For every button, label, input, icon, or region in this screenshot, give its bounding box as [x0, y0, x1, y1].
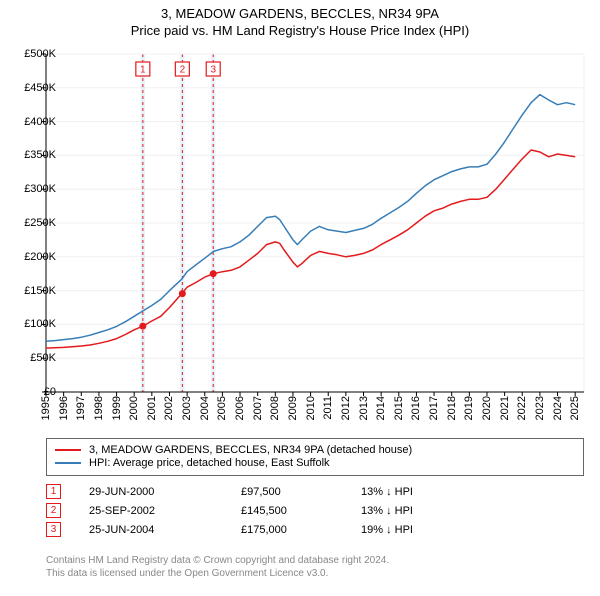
y-tick-label: £400K [10, 116, 56, 128]
x-tick-label: 2011 [322, 396, 334, 420]
title-subtitle: Price paid vs. HM Land Registry's House … [0, 23, 600, 38]
x-tick-label: 2019 [463, 396, 475, 420]
x-tick-label: 2004 [199, 396, 211, 420]
x-tick-label: 2022 [516, 396, 528, 420]
transaction-delta: 19% ↓ HPI [361, 524, 413, 536]
legend: 3, MEADOW GARDENS, BECCLES, NR34 9PA (de… [46, 438, 584, 476]
x-tick-label: 1997 [75, 396, 87, 420]
transaction-marker-box: 2 [46, 503, 61, 518]
x-tick-label: 2018 [446, 396, 458, 420]
transaction-price: £175,000 [241, 524, 361, 536]
x-tick-label: 2000 [128, 396, 140, 420]
legend-swatch [55, 462, 81, 464]
transaction-row: 2 25-SEP-2002£145,50013% ↓ HPI [46, 503, 584, 518]
y-tick-label: £150K [10, 285, 56, 297]
attribution: Contains HM Land Registry data © Crown c… [46, 554, 584, 580]
transaction-date: 25-JUN-2004 [89, 524, 241, 536]
svg-text:2: 2 [180, 65, 186, 76]
x-tick-label: 1999 [111, 396, 123, 420]
x-tick-label: 2003 [181, 396, 193, 420]
titles: 3, MEADOW GARDENS, BECCLES, NR34 9PA Pri… [0, 6, 600, 38]
y-tick-label: £50K [10, 352, 56, 364]
transaction-row: 1 29-JUN-2000£97,50013% ↓ HPI [46, 484, 584, 499]
line-chart-svg: 1 2 3 [46, 54, 584, 392]
plot-area: 1 2 3 [46, 54, 584, 392]
legend-item: 3, MEADOW GARDENS, BECCLES, NR34 9PA (de… [55, 444, 575, 456]
svg-text:1: 1 [140, 65, 146, 76]
x-tick-label: 2001 [146, 396, 158, 420]
x-tick-label: 2014 [375, 396, 387, 420]
x-tick-label: 2016 [410, 396, 422, 420]
transaction-delta: 13% ↓ HPI [361, 505, 413, 517]
y-tick-label: £100K [10, 318, 56, 330]
x-axis-ticks: 1995199619971998199920002001200220032004… [46, 396, 584, 432]
transaction-marker-box: 3 [46, 522, 61, 537]
attribution-line2: This data is licensed under the Open Gov… [46, 567, 584, 580]
x-tick-label: 2012 [340, 396, 352, 420]
x-tick-label: 2010 [305, 396, 317, 420]
x-tick-label: 2013 [358, 396, 370, 420]
y-tick-label: £500K [10, 48, 56, 60]
attribution-line1: Contains HM Land Registry data © Crown c… [46, 554, 584, 567]
x-tick-label: 1998 [93, 396, 105, 420]
transaction-price: £145,500 [241, 505, 361, 517]
y-tick-label: £250K [10, 217, 56, 229]
transaction-delta: 13% ↓ HPI [361, 486, 413, 498]
x-tick-label: 2002 [163, 396, 175, 420]
x-tick-label: 2006 [234, 396, 246, 420]
transaction-row: 3 25-JUN-2004£175,00019% ↓ HPI [46, 522, 584, 537]
x-tick-label: 2020 [481, 396, 493, 420]
x-tick-label: 2007 [252, 396, 264, 420]
svg-text:3: 3 [210, 65, 216, 76]
title-address: 3, MEADOW GARDENS, BECCLES, NR34 9PA [0, 6, 600, 21]
legend-label: 3, MEADOW GARDENS, BECCLES, NR34 9PA (de… [89, 444, 412, 456]
y-tick-label: £350K [10, 149, 56, 161]
x-tick-label: 2024 [552, 396, 564, 420]
transactions-table: 1 29-JUN-2000£97,50013% ↓ HPI 2 25-SEP-2002… [46, 480, 584, 541]
x-tick-label: 2023 [534, 396, 546, 420]
legend-swatch [55, 449, 81, 451]
transaction-date: 25-SEP-2002 [89, 505, 241, 517]
transaction-price: £97,500 [241, 486, 361, 498]
x-tick-label: 2005 [216, 396, 228, 420]
transaction-date: 29-JUN-2000 [89, 486, 241, 498]
legend-item: HPI: Average price, detached house, East… [55, 457, 575, 469]
x-tick-label: 2009 [287, 396, 299, 420]
x-tick-label: 2021 [499, 396, 511, 420]
x-tick-label: 2025 [569, 396, 581, 420]
x-tick-label: 2008 [269, 396, 281, 420]
x-tick-label: 2015 [393, 396, 405, 420]
x-tick-label: 1996 [58, 396, 70, 420]
y-tick-label: £450K [10, 82, 56, 94]
transaction-marker-box: 1 [46, 484, 61, 499]
chart-container: 3, MEADOW GARDENS, BECCLES, NR34 9PA Pri… [0, 6, 600, 596]
x-tick-label: 2017 [428, 396, 440, 420]
y-tick-label: £300K [10, 183, 56, 195]
x-tick-label: 1995 [40, 396, 52, 420]
y-tick-label: £200K [10, 251, 56, 263]
legend-label: HPI: Average price, detached house, East… [89, 457, 330, 469]
